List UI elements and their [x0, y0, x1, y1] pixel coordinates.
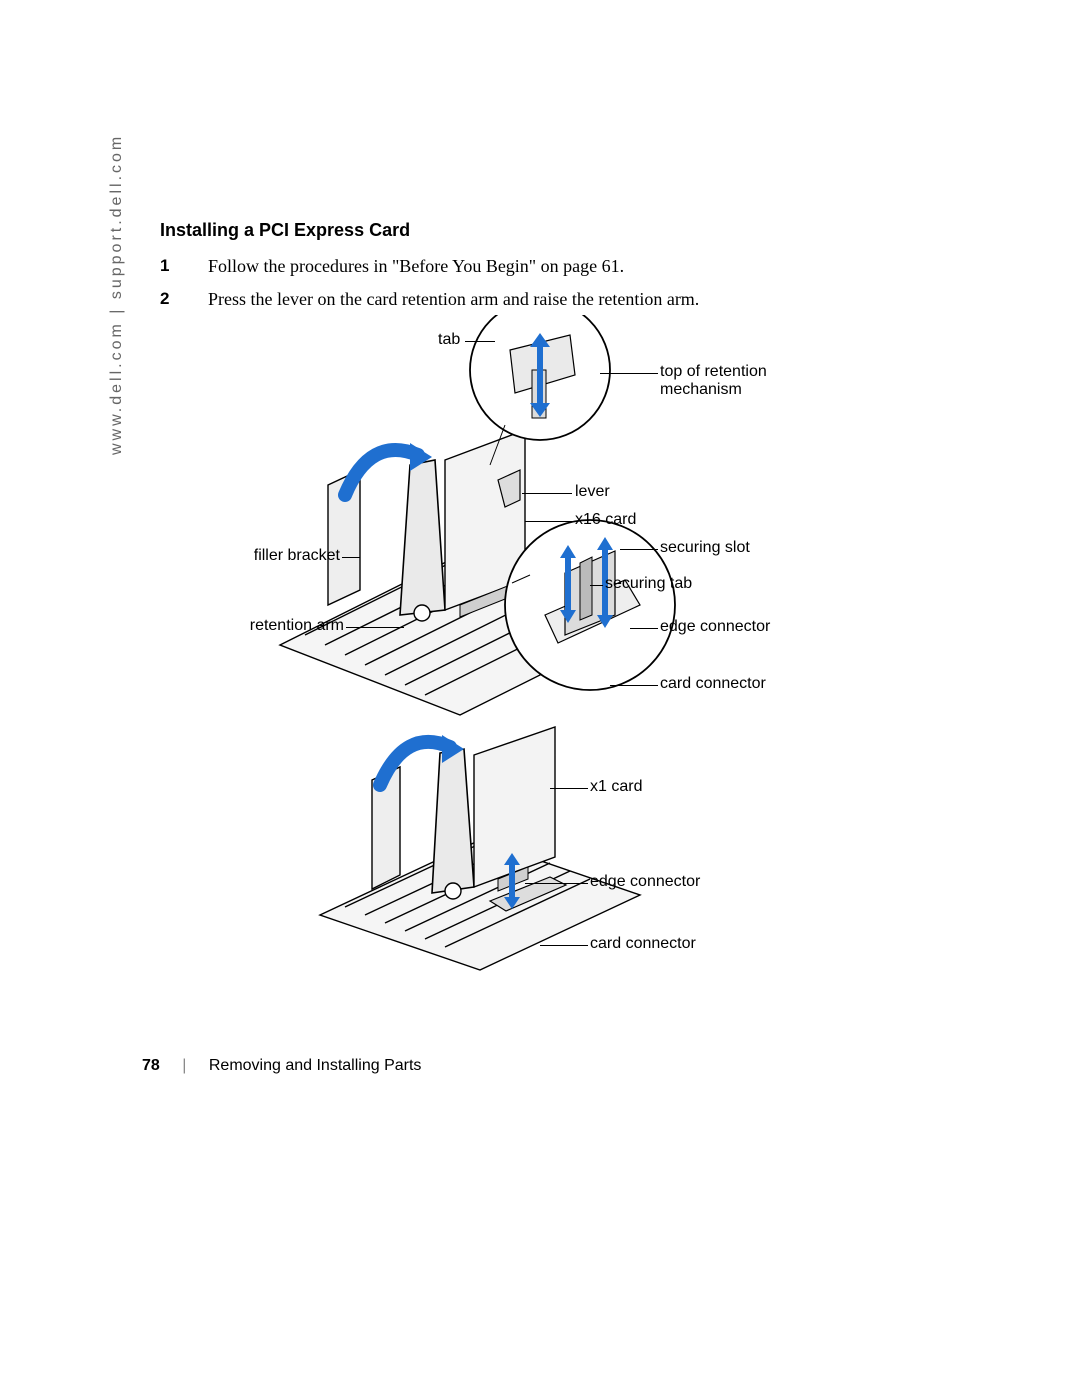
label-lever: lever [575, 483, 610, 501]
label-retention-arm: retention arm [244, 617, 344, 635]
leader-line [630, 628, 658, 629]
leader-line [590, 585, 603, 586]
leader-line [346, 627, 404, 628]
section-title: Installing a PCI Express Card [160, 220, 900, 241]
label-edge-connector-lower: edge connector [590, 873, 700, 891]
leader-line [525, 883, 588, 884]
label-top-retention: top of retention mechanism [660, 363, 767, 399]
page-footer: 78 | Removing and Installing Parts [142, 1057, 882, 1075]
step-number: 2 [160, 286, 208, 313]
label-securing-slot: securing slot [660, 539, 750, 557]
label-filler-bracket: filler bracket [245, 547, 340, 565]
step-item: 1 Follow the procedures in "Before You B… [160, 253, 900, 280]
label-tab: tab [438, 331, 460, 349]
leader-line [342, 557, 360, 558]
leader-line [540, 945, 588, 946]
page-number: 78 [142, 1057, 160, 1074]
leader-line [550, 788, 588, 789]
leader-line [600, 373, 658, 374]
leader-line [525, 521, 573, 522]
footer-separator: | [182, 1057, 186, 1074]
manual-page: www.dell.com | support.dell.com Installi… [0, 0, 1080, 1397]
label-securing-tab: securing tab [605, 575, 692, 593]
leader-line [522, 493, 572, 494]
leader-line [620, 549, 658, 550]
leader-line [465, 341, 495, 342]
step-text: Follow the procedures in "Before You Beg… [208, 253, 624, 280]
step-item: 2 Press the lever on the card retention … [160, 286, 900, 313]
content-block: Installing a PCI Express Card 1 Follow t… [160, 220, 900, 319]
step-text: Press the lever on the card retention ar… [208, 286, 699, 313]
leader-line [610, 685, 658, 686]
label-card-connector-upper: card connector [660, 675, 766, 693]
label-x16-card: x16 card [575, 511, 636, 529]
step-number: 1 [160, 253, 208, 280]
step-list: 1 Follow the procedures in "Before You B… [160, 253, 900, 313]
pci-diagram-svg [160, 315, 900, 1005]
sidebar-url: www.dell.com | support.dell.com [108, 134, 126, 455]
footer-chapter: Removing and Installing Parts [209, 1057, 422, 1074]
label-edge-connector-upper: edge connector [660, 618, 770, 636]
label-x1-card: x1 card [590, 778, 642, 796]
label-card-connector-lower: card connector [590, 935, 696, 953]
diagram-area: tab top of retention mechanism lever x16… [160, 315, 900, 1005]
